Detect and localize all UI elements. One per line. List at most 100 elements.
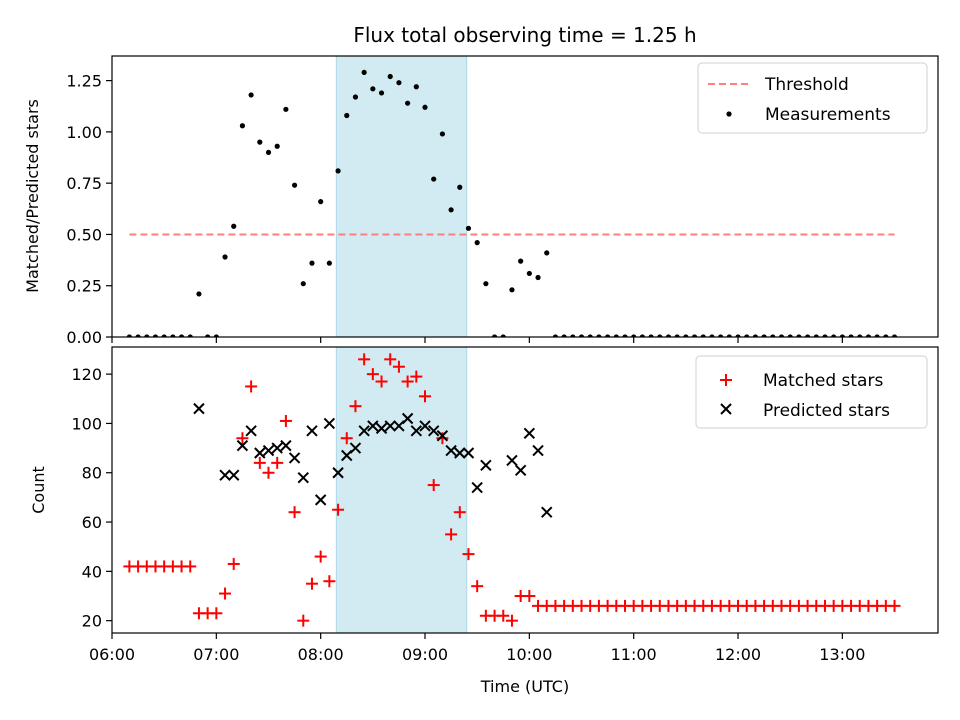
matched-star-point (471, 580, 484, 593)
measurement-point (291, 182, 298, 188)
bottom-legend-box (695, 355, 928, 429)
matched-star-point (340, 432, 353, 445)
top-y-tick-label: 1.25 (66, 72, 102, 91)
predicted-star-point (541, 506, 553, 518)
measurement-point (465, 225, 472, 231)
measurement-point (265, 149, 272, 156)
predicted-star-point (314, 494, 327, 506)
measurement-point (335, 168, 341, 174)
matched-star-point (384, 353, 397, 366)
measurement-point (796, 334, 802, 337)
predicted-star-point (332, 467, 344, 479)
measurement-point (396, 80, 402, 86)
measurement-point (352, 94, 359, 100)
measurement-point (709, 334, 715, 337)
measurement-point (770, 334, 776, 337)
predicted-star-point (436, 430, 449, 442)
matched-star-point (332, 503, 345, 516)
measurement-point (152, 334, 159, 337)
matched-star-point (453, 506, 466, 519)
measurement-point (544, 250, 550, 256)
measurement-point (144, 334, 150, 337)
top-y-axis-label: Matched/Predicted stars (23, 99, 42, 293)
bottom-y-tick-label: 80 (82, 464, 102, 483)
x-tick-label: 12:00 (715, 645, 761, 664)
measurement-point (491, 334, 498, 337)
matched-star-point (401, 375, 414, 388)
measurement-point (822, 334, 828, 337)
predicted-star-point (471, 481, 483, 494)
matched-star-point (358, 353, 371, 366)
predicted-star-point (410, 425, 423, 437)
measurement-point (622, 334, 628, 337)
measurement-point (387, 73, 393, 80)
measurement-point (439, 131, 445, 137)
top-y-tick-label: 0.00 (66, 328, 102, 347)
bottom-legend: Matched stars Predicted stars (695, 355, 928, 429)
predicted-star-point (236, 439, 249, 452)
measurement-point (283, 106, 289, 112)
legend-threshold-label: Threshold (764, 75, 849, 95)
bottom-axes-frame (111, 346, 939, 634)
measurement-point (213, 334, 219, 337)
x-tick-label: 11:00 (611, 645, 657, 664)
measurement-point (883, 334, 889, 337)
matched-star-point (288, 506, 301, 519)
x-axis-label: Time (UTC) (480, 677, 569, 696)
x-tick-label: 06:00 (89, 645, 135, 664)
matched-star-point (253, 456, 266, 469)
predicted-star-point (532, 444, 544, 457)
predicted-star-point (375, 422, 388, 435)
top-y-tick-label: 1.00 (66, 123, 102, 142)
legend-predicted-label: Predicted stars (763, 401, 890, 421)
top-y-tick-label: 0.25 (66, 277, 102, 296)
predicted-star-point (271, 442, 283, 454)
bottom-y-tick-label: 60 (82, 513, 102, 532)
legend-measurements-swatch (726, 111, 732, 117)
matched-star-point (227, 557, 240, 570)
measurement-point (718, 334, 724, 337)
measurement-point (196, 291, 202, 297)
predicted-star-point (514, 464, 527, 476)
measurement-point (126, 334, 132, 337)
measurement-point (857, 334, 863, 337)
measurement-point (405, 100, 411, 106)
bottom-y-tick-label: 100 (71, 414, 102, 433)
predicted-star-point (323, 417, 336, 430)
matched-star-point (305, 577, 318, 590)
predicted-star-point (419, 420, 431, 432)
measurement-point (631, 334, 637, 337)
measurement-point (561, 334, 567, 337)
matched-star-point (184, 560, 197, 573)
measurement-point (691, 334, 698, 337)
matched-star-point (279, 414, 292, 427)
measurement-point (665, 334, 672, 337)
measurement-point (474, 240, 480, 246)
matched-star-point (236, 432, 249, 445)
measurement-point (613, 334, 619, 337)
measurement-point (639, 334, 645, 337)
bottom-y-axis-label: Count (29, 466, 48, 514)
x-tick-label: 07:00 (193, 645, 239, 664)
predicted-star-point (506, 454, 518, 467)
measurement-point (848, 334, 854, 337)
matched-star-point (323, 575, 336, 588)
top-legend: Threshold Measurements (697, 62, 928, 134)
legend-predicted-swatch (720, 403, 732, 415)
predicted-star-point (288, 452, 301, 464)
top-legend-box (697, 62, 928, 134)
measurement-point (448, 207, 454, 213)
predicted-star-point (297, 471, 309, 484)
measurement-point (178, 334, 185, 337)
measurement-point (865, 334, 872, 337)
measurement-point (804, 334, 811, 337)
measurement-point (413, 84, 419, 90)
measurement-point (326, 260, 332, 266)
measurement-point (170, 334, 176, 337)
matched-star-point (497, 609, 510, 622)
measurement-point (231, 223, 237, 229)
measurement-point (752, 334, 759, 337)
predicted-star-point (349, 442, 362, 454)
predicted-star-point (306, 425, 318, 437)
measurement-point (570, 334, 576, 337)
